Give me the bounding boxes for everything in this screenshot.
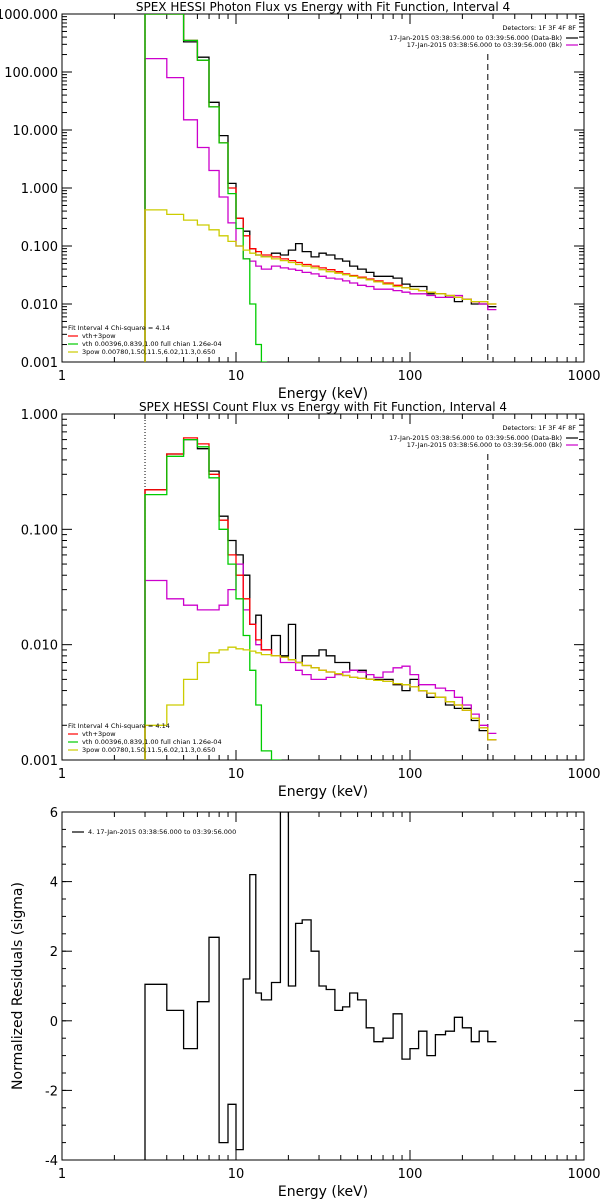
x-tick-label: 100 xyxy=(398,369,423,384)
x-axis-label: Energy (keV) xyxy=(278,1184,368,1200)
chart-title: SPEX HESSI Photon Flux vs Energy with Fi… xyxy=(136,0,510,14)
x-tick-label: 1 xyxy=(58,767,66,782)
legend-label-2: 17-Jan-2015 03:38:56.000 to 03:39:56.000… xyxy=(407,41,562,49)
x-tick-label: 100 xyxy=(398,1167,423,1182)
legend-fit-label-1: vth+3pow xyxy=(82,730,116,738)
legend-label-2: 17-Jan-2015 03:38:56.000 to 03:39:56.000… xyxy=(407,441,562,449)
y-tick-label: 0 xyxy=(50,1015,58,1030)
series-line-vth-3pow xyxy=(144,14,497,362)
legend-detectors: Detectors: 1F 3F 4F 8F xyxy=(502,24,576,32)
x-tick-label: 10 xyxy=(228,767,245,782)
legend-residual-label: 4. 17-Jan-2015 03:38:56.000 to 03:39:56.… xyxy=(88,828,236,836)
chart-title: SPEX HESSI Count Flux vs Energy with Fit… xyxy=(139,400,507,414)
y-tick-label: 1000.000 xyxy=(0,8,58,23)
legend-detectors: Detectors: 1F 3F 4F 8F xyxy=(502,424,576,432)
y-axis-label: Normalized Residuals (sigma) xyxy=(10,882,26,1090)
x-tick-label: 1000 xyxy=(567,767,600,782)
legend-fit-header: Fit Interval 4 Chi-square = 4.14 xyxy=(68,722,170,730)
x-axis-label: Energy (keV) xyxy=(278,386,368,402)
y-tick-label: 4 xyxy=(50,876,58,891)
x-tick-label: 1 xyxy=(58,1167,66,1182)
plot-frame xyxy=(61,413,585,761)
series-line-bk xyxy=(144,563,497,760)
x-tick-label: 1000 xyxy=(567,1167,600,1182)
y-tick-label: 0.010 xyxy=(21,639,58,654)
x-tick-label: 1000 xyxy=(567,369,600,384)
x-tick-label: 100 xyxy=(398,767,423,782)
series-line-4-17-jan-2015-03-38-56-000-to-03-39-56-000 xyxy=(144,812,497,1160)
series-line-vth xyxy=(144,14,267,362)
series-line-data-bk xyxy=(144,438,497,760)
series-line-bk xyxy=(144,57,497,362)
series-line-3pow xyxy=(144,646,497,760)
y-tick-label: 2 xyxy=(50,945,58,960)
legend-label-1: 17-Jan-2015 03:38:56.000 to 03:39:56.000… xyxy=(389,434,562,442)
legend-fit-label-1: vth+3pow xyxy=(82,332,116,340)
y-tick-label: 10.000 xyxy=(13,124,59,139)
legend-label-1: 17-Jan-2015 03:38:56.000 to 03:39:56.000… xyxy=(389,34,562,42)
legend-fit-label-2: vth 0.00396,0.839,1.00 full chian 1.26e-… xyxy=(82,340,222,348)
y-tick-label: 0.001 xyxy=(21,356,58,371)
y-tick-label: 0.100 xyxy=(21,240,58,255)
chart-panel-1: 1 10 100 1000 0.001 0.010 0.100 1.000 10.000 100.… xyxy=(0,0,600,402)
chart-panel-3: 1 10 100 1000 -4 -2 0 2 4 6 Energy (keV) Normalized… xyxy=(10,806,600,1200)
series-line-vth-3pow xyxy=(144,437,497,760)
y-tick-label: 100.000 xyxy=(4,66,58,81)
legend-fit-label-3: 3pow 0.00780,1.50,11.5,6.02,11.3,0.650 xyxy=(82,746,215,754)
y-tick-label: 1.000 xyxy=(21,182,58,197)
y-tick-label: -2 xyxy=(45,1084,58,1099)
y-tick-label: 0.100 xyxy=(21,523,58,538)
x-tick-label: 10 xyxy=(228,369,245,384)
chart-panel-2: 1 10 100 1000 0.001 0.010 0.100 1.000 SPEX HESSI… xyxy=(21,400,600,800)
y-tick-label: 1.000 xyxy=(21,408,58,423)
legend-fit-header: Fit Interval 4 Chi-square = 4.14 xyxy=(68,324,170,332)
x-tick-label: 1 xyxy=(58,369,66,384)
series-line-data-bk xyxy=(144,14,497,362)
plot-frame xyxy=(61,13,585,363)
legend-fit-label-2: vth 0.00396,0.839,1.00 full chian 1.26e-… xyxy=(82,738,222,746)
y-tick-label: 0.010 xyxy=(21,298,58,313)
y-tick-label: -4 xyxy=(45,1154,58,1169)
x-axis-label: Energy (keV) xyxy=(278,784,368,800)
legend-fit-label-3: 3pow 0.00780,1.50,11.5,6.02,11.3,0.650 xyxy=(82,348,215,356)
series-line-3pow xyxy=(144,209,497,362)
series-line-vth xyxy=(144,438,282,760)
y-tick-label: 0.001 xyxy=(21,754,58,769)
y-tick-label: 6 xyxy=(50,806,58,821)
x-tick-label: 10 xyxy=(228,1167,245,1182)
